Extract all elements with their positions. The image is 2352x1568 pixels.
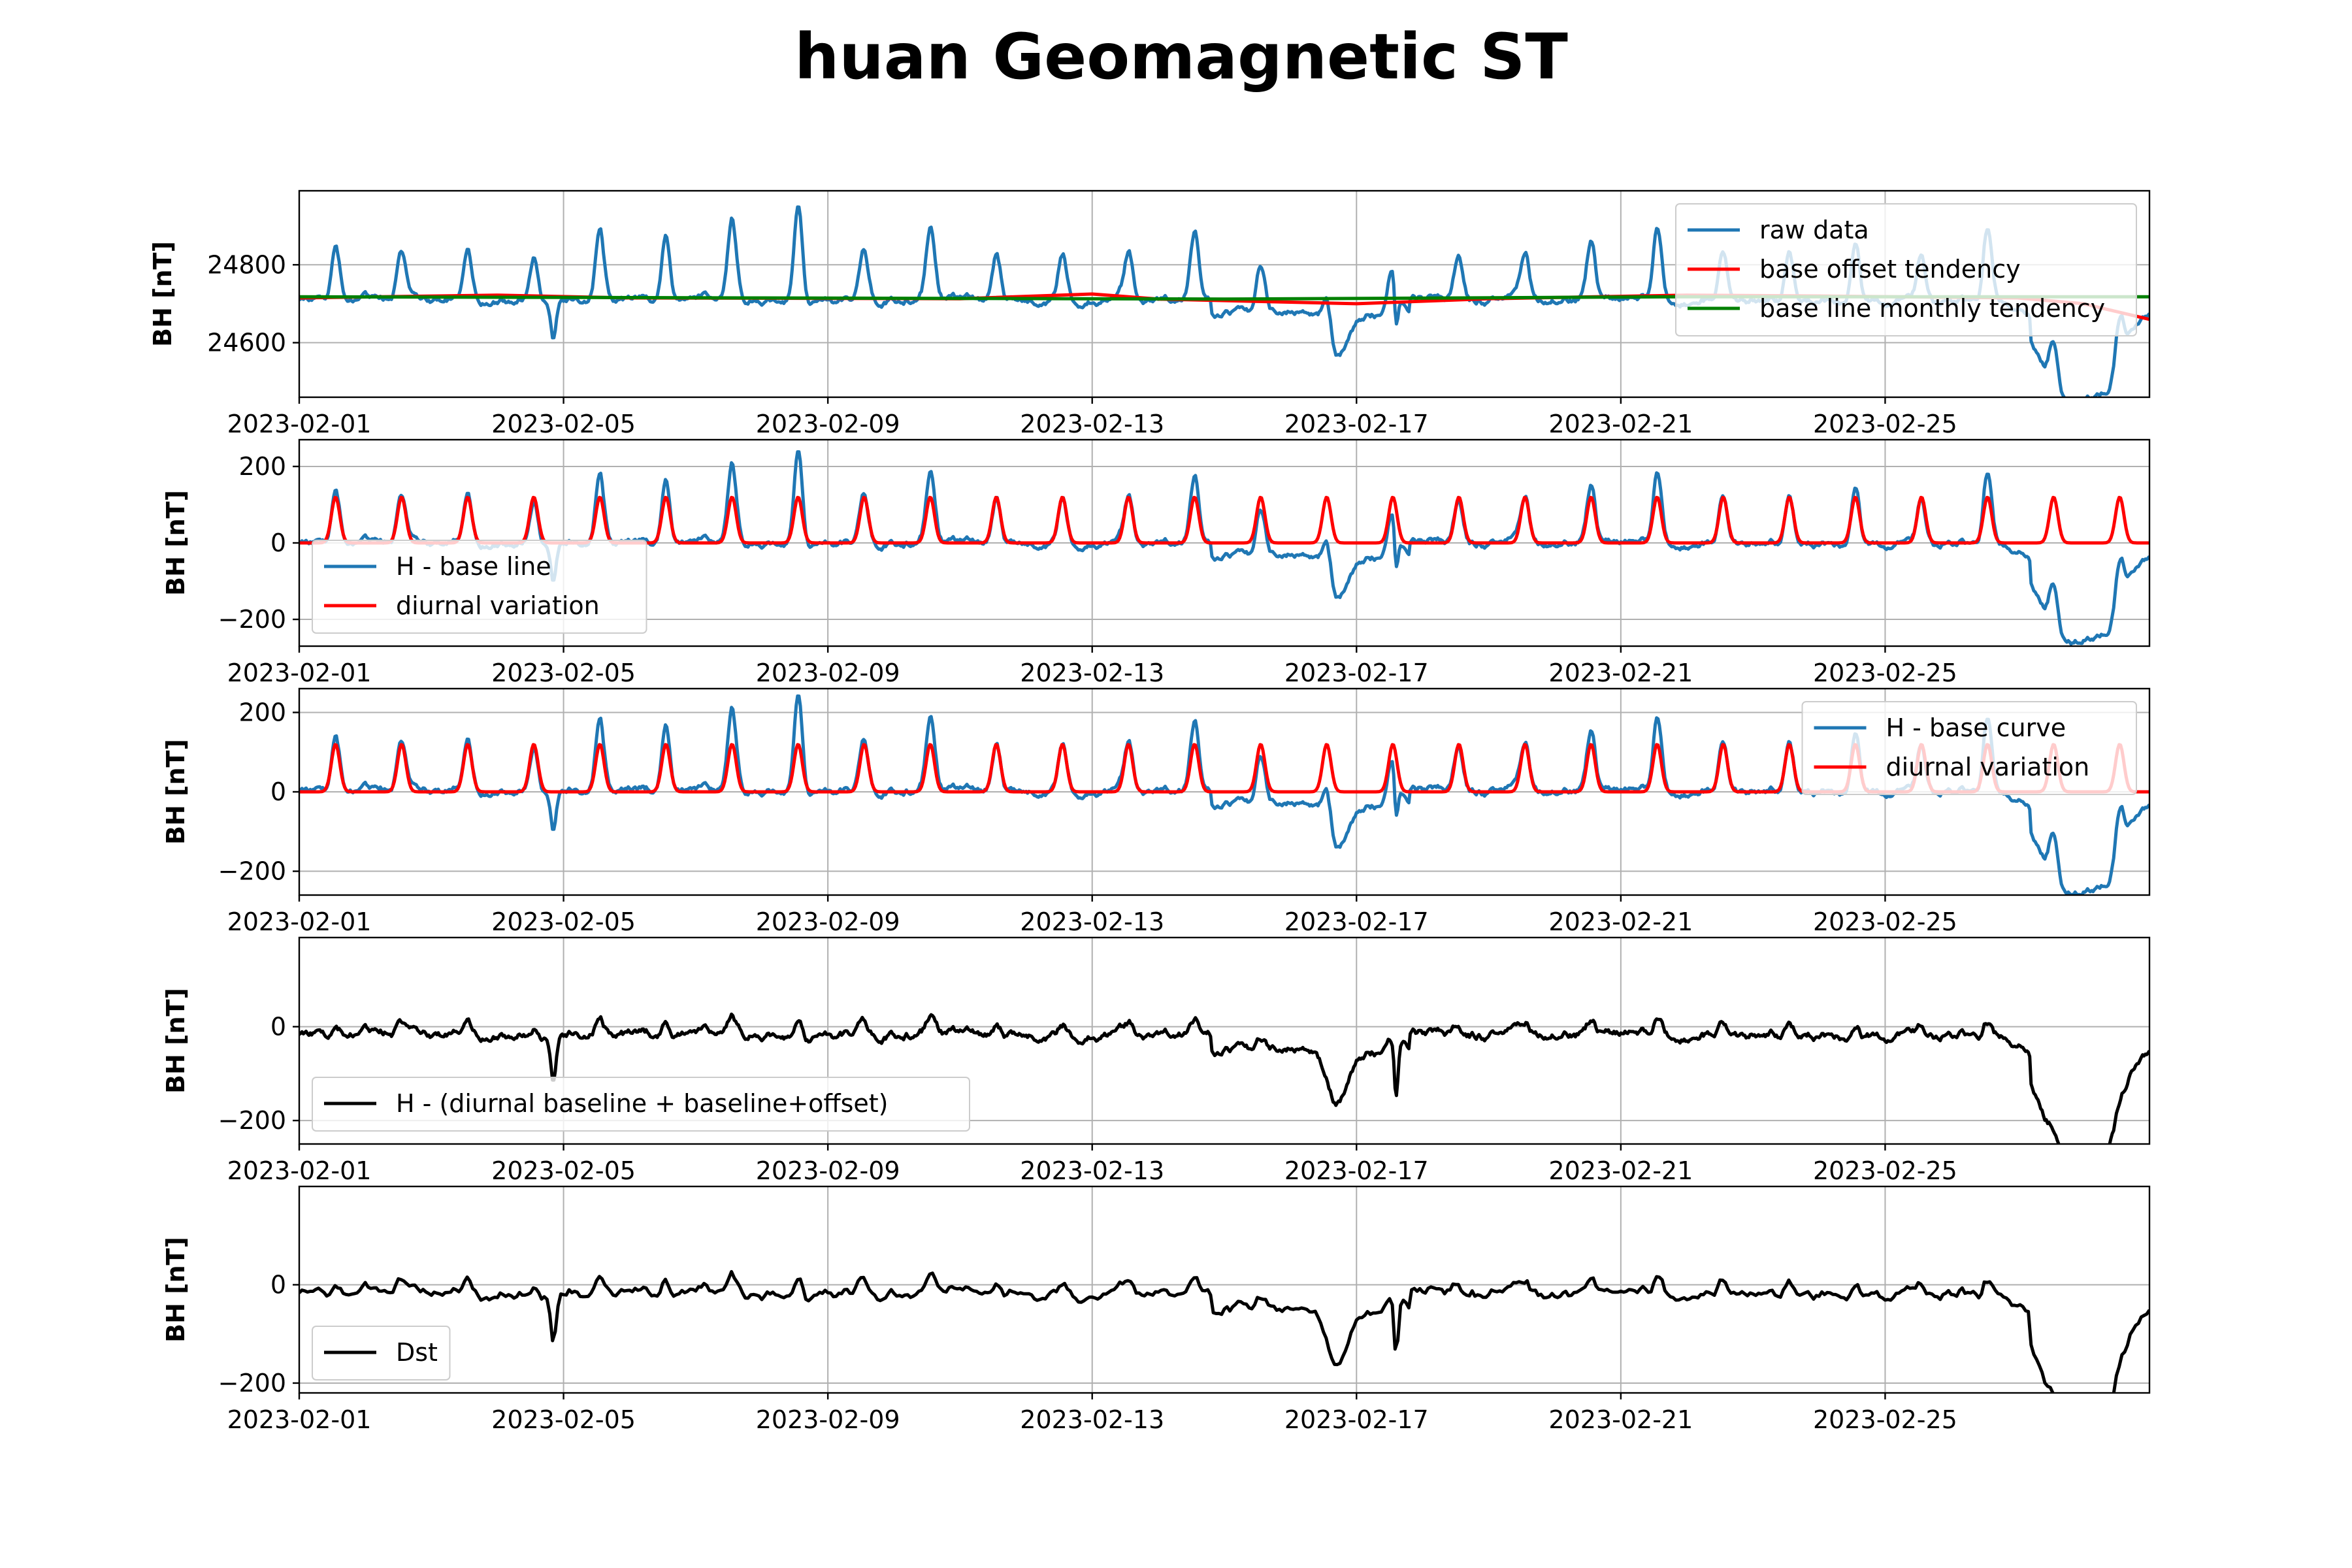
x-tick-label: 2023-02-17 xyxy=(1284,907,1429,936)
x-tick-label: 2023-02-01 xyxy=(227,1405,372,1434)
legend-label: Dst xyxy=(396,1338,438,1367)
y-tick-label: 24600 xyxy=(207,329,286,357)
legend: H - base curve diurnal variation xyxy=(1801,701,2137,795)
legend-label: raw data xyxy=(1759,216,1869,244)
y-tick-label: −200 xyxy=(218,605,286,634)
series-group xyxy=(299,1012,2149,1144)
series-line-2 xyxy=(299,495,2149,545)
x-tick-label: 2023-02-17 xyxy=(1284,410,1429,438)
x-tick-label: 2023-02-17 xyxy=(1284,1405,1429,1434)
x-tick-label: 2023-02-13 xyxy=(1020,659,1164,687)
legend: H - base line diurnal variation xyxy=(312,540,647,634)
panel-2: 2023-02-01 2023-02-05 2023-02-09 2023-02-13… xyxy=(161,438,2151,687)
panel-5: 2023-02-01 2023-02-05 2023-02-09 2023-02-13… xyxy=(161,1185,2151,1434)
x-tick-label: 2023-02-13 xyxy=(1020,410,1164,438)
panel-1: 2023-02-01 2023-02-05 2023-02-09 2023-02-13… xyxy=(148,189,2151,438)
series-group xyxy=(299,1269,2149,1393)
x-tick-label: 2023-02-09 xyxy=(756,1405,900,1434)
y-axis-label: BH [nT] xyxy=(161,739,190,845)
axes-frame xyxy=(298,1185,2151,1394)
x-tick-label: 2023-02-25 xyxy=(1813,1156,1957,1185)
x-tick-label: 2023-02-13 xyxy=(1020,1156,1164,1185)
panel-3: 2023-02-01 2023-02-05 2023-02-09 2023-02-13… xyxy=(161,687,2151,936)
x-tick-label: 2023-02-21 xyxy=(1548,1156,1693,1185)
y-axis-label: BH [nT] xyxy=(161,1237,190,1343)
x-tick-label: 2023-02-17 xyxy=(1284,659,1429,687)
x-tick-label: 2023-02-09 xyxy=(756,410,900,438)
x-tick-label: 2023-02-05 xyxy=(491,410,636,438)
legend-label: H - (diurnal baseline + baseline+offset) xyxy=(396,1089,889,1118)
y-tick-label: 200 xyxy=(238,698,286,727)
legend: raw data base offset tendency base line mo… xyxy=(1675,203,2137,336)
x-tick-label: 2023-02-05 xyxy=(491,659,636,687)
legend-label: base line monthly tendency xyxy=(1759,294,2105,323)
x-tick-label: 2023-02-09 xyxy=(756,1156,900,1185)
y-tick-label: 0 xyxy=(270,1270,286,1299)
x-tick-label: 2023-02-01 xyxy=(227,659,372,687)
y-tick-label: 200 xyxy=(238,452,286,481)
legend-box xyxy=(312,1326,451,1380)
x-tick-label: 2023-02-05 xyxy=(491,907,636,936)
legend: Dst xyxy=(312,1326,451,1380)
y-axis-label: BH [nT] xyxy=(148,241,177,347)
series-line-1 xyxy=(299,1012,2149,1144)
series-line-1 xyxy=(299,1269,2149,1393)
x-tick-label: 2023-02-13 xyxy=(1020,907,1164,936)
x-tick-label: 2023-02-25 xyxy=(1813,1405,1957,1434)
legend-label: diurnal variation xyxy=(396,591,600,620)
x-tick-label: 2023-02-25 xyxy=(1813,907,1957,936)
x-tick-label: 2023-02-05 xyxy=(491,1156,636,1185)
y-tick-label: 0 xyxy=(270,529,286,557)
y-tick-label: −200 xyxy=(218,1106,286,1135)
legend-label: base offset tendency xyxy=(1759,255,2021,284)
x-tick-label: 2023-02-21 xyxy=(1548,410,1693,438)
legend-box xyxy=(312,1077,970,1132)
x-tick-label: 2023-02-05 xyxy=(491,1405,636,1434)
x-tick-label: 2023-02-25 xyxy=(1813,410,1957,438)
panels-group: 2023-02-01 2023-02-05 2023-02-09 2023-02-13… xyxy=(148,189,2151,1434)
x-tick-label: 2023-02-01 xyxy=(227,410,372,438)
legend-label: diurnal variation xyxy=(1886,753,2090,781)
axes-frame xyxy=(298,189,2151,399)
y-tick-label: 0 xyxy=(270,1012,286,1041)
series-group xyxy=(299,450,2149,646)
x-tick-label: 2023-02-25 xyxy=(1813,659,1957,687)
legend-box xyxy=(1801,701,2137,795)
x-tick-label: 2023-02-01 xyxy=(227,1156,372,1185)
y-tick-label: 0 xyxy=(270,777,286,806)
y-tick-label: 24800 xyxy=(207,250,286,279)
x-tick-label: 2023-02-21 xyxy=(1548,659,1693,687)
panel-4: 2023-02-01 2023-02-05 2023-02-09 2023-02-13… xyxy=(161,936,2151,1185)
x-tick-label: 2023-02-09 xyxy=(756,659,900,687)
figure-title: huan Geomagnetic ST xyxy=(794,20,1568,93)
x-tick-label: 2023-02-09 xyxy=(756,907,900,936)
x-tick-label: 2023-02-21 xyxy=(1548,907,1693,936)
y-axis-label: BH [nT] xyxy=(161,490,190,596)
x-tick-label: 2023-02-17 xyxy=(1284,1156,1429,1185)
x-tick-label: 2023-02-21 xyxy=(1548,1405,1693,1434)
axes-frame xyxy=(298,936,2151,1145)
legend-box xyxy=(312,540,647,634)
x-tick-label: 2023-02-01 xyxy=(227,907,372,936)
legend-label: H - base curve xyxy=(1886,713,2066,742)
y-tick-label: −200 xyxy=(218,857,286,886)
legend: H - (diurnal baseline + baseline+offset) xyxy=(312,1077,970,1132)
y-tick-label: −200 xyxy=(218,1369,286,1397)
y-axis-label: BH [nT] xyxy=(161,988,190,1094)
legend-box xyxy=(1675,203,2137,336)
legend-label: H - base line xyxy=(396,552,551,581)
x-tick-label: 2023-02-13 xyxy=(1020,1405,1164,1434)
